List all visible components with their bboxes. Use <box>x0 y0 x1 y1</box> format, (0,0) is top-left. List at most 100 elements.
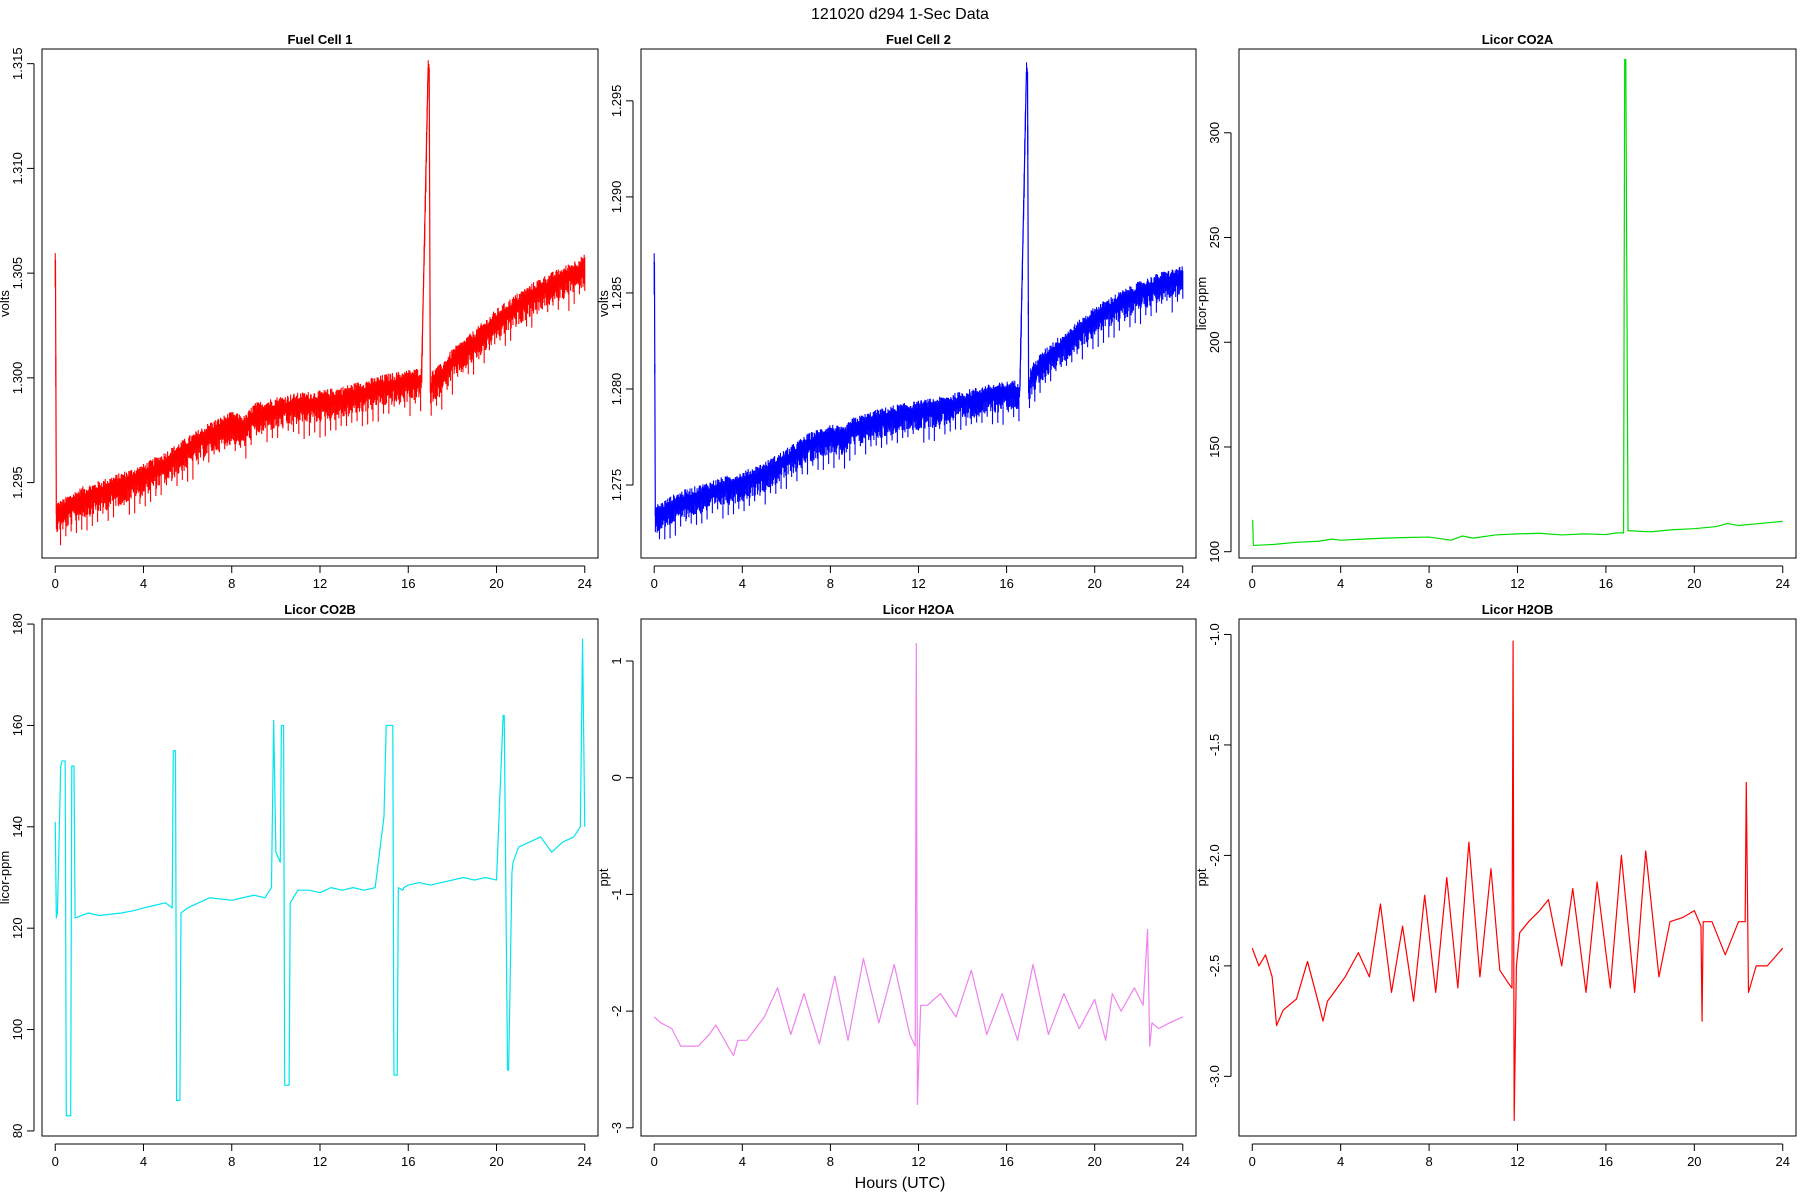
series-noise-band <box>653 62 1184 540</box>
x-tick-label: 12 <box>313 1154 327 1169</box>
chart-panel: Licor CO2A 0 4 8 12 16 20 24 100 150 200 250 300 lico… <box>1194 32 1797 591</box>
chart-panel: Fuel Cell 1 0 4 8 12 16 20 24 1.295 1.300 1.305 1.3… <box>0 32 599 591</box>
panel-title: Licor CO2B <box>284 602 356 617</box>
x-tick-label: 8 <box>1425 1154 1432 1169</box>
series-line <box>653 71 1183 517</box>
x-tick-label: 4 <box>140 1154 147 1169</box>
panel-title: Fuel Cell 1 <box>287 32 352 47</box>
y-tick-label: 200 <box>1207 331 1222 353</box>
x-tick-label: 0 <box>52 1154 59 1169</box>
chart-panel: Licor H2OB 0 4 8 12 16 20 24 -3.0 -2.5 -2.0 -1.5 -1.… <box>1194 602 1797 1169</box>
y-tick-label: 1.295 <box>609 85 624 118</box>
y-tick-label: 1.310 <box>10 152 25 185</box>
series-line <box>653 642 1184 1106</box>
series-noise-band <box>54 60 586 546</box>
panels: Fuel Cell 1 0 4 8 12 16 20 24 1.295 1.300 1.305 1.3… <box>0 32 1797 1169</box>
x-tick-label: 4 <box>1337 576 1344 591</box>
y-tick-label: -1.0 <box>1207 623 1222 645</box>
x-tick-label: 0 <box>651 1154 658 1169</box>
y-tick-label: -3 <box>609 1122 624 1134</box>
y-tick-label: 1.295 <box>10 466 25 499</box>
x-tick-label: 12 <box>911 576 925 591</box>
y-tick-label: 1.305 <box>10 257 25 290</box>
x-tick-label: 20 <box>1087 1154 1101 1169</box>
x-tick-label: 16 <box>999 1154 1013 1169</box>
x-tick-label: 8 <box>228 576 235 591</box>
y-tick-label: 0 <box>609 774 624 781</box>
x-tick-label: 20 <box>489 1154 503 1169</box>
x-tick-label: 12 <box>1510 576 1524 591</box>
x-tick-label: 20 <box>1087 576 1101 591</box>
x-tick-label: 16 <box>999 576 1013 591</box>
x-tick-label: 0 <box>651 576 658 591</box>
y-tick-label: 1.285 <box>609 277 624 310</box>
y-tick-label: -3.0 <box>1207 1065 1222 1087</box>
x-tick-label: 4 <box>739 576 746 591</box>
x-tick-label: 16 <box>401 1154 415 1169</box>
y-tick-label: -2.5 <box>1207 955 1222 977</box>
x-tick-label: 8 <box>827 1154 834 1169</box>
x-tick-label: 24 <box>578 1154 592 1169</box>
y-tick-label: 150 <box>1207 436 1222 458</box>
x-tick-label: 24 <box>1176 576 1190 591</box>
x-tick-label: 24 <box>578 576 592 591</box>
x-tick-label: 12 <box>313 576 327 591</box>
x-tick-label: 20 <box>1687 1154 1701 1169</box>
y-tick-label: 100 <box>10 1019 25 1041</box>
x-tick-label: 24 <box>1776 1154 1790 1169</box>
x-tick-label: 24 <box>1776 576 1790 591</box>
y-tick-label: 120 <box>10 917 25 939</box>
y-axis-label: licor-ppm <box>0 851 12 904</box>
y-tick-label: 80 <box>10 1124 25 1138</box>
x-tick-label: 8 <box>228 1154 235 1169</box>
x-tick-label: 0 <box>1249 1154 1256 1169</box>
x-tick-label: 12 <box>1510 1154 1524 1169</box>
y-tick-label: 1.275 <box>609 469 624 502</box>
page-title: 121020 d294 1-Sec Data <box>811 6 989 23</box>
y-tick-label: 100 <box>1207 541 1222 563</box>
chart-panel: Licor CO2B 0 4 8 12 16 20 24 80 100 120 140 160 180 li… <box>0 602 599 1169</box>
plot-frame <box>1238 48 1797 559</box>
x-tick-label: 16 <box>401 576 415 591</box>
y-axis-label: volts <box>0 290 12 317</box>
panel-title: Licor H2OA <box>883 602 955 617</box>
y-axis-label: ppt <box>596 868 611 886</box>
plot-frame <box>1238 618 1797 1137</box>
panel-title: Fuel Cell 2 <box>886 32 951 47</box>
series-line <box>54 638 586 1117</box>
series-line <box>1252 58 1783 547</box>
y-tick-label: 140 <box>10 816 25 838</box>
y-tick-label: -2.0 <box>1207 844 1222 866</box>
y-tick-label: 1 <box>609 657 624 664</box>
x-tick-label: 20 <box>1687 576 1701 591</box>
series-line <box>1251 640 1784 1122</box>
x-tick-label: 0 <box>52 576 59 591</box>
series-line <box>54 67 586 515</box>
x-tick-label: 16 <box>1599 576 1613 591</box>
x-tick-label: 16 <box>1599 1154 1613 1169</box>
x-tick-label: 8 <box>827 576 834 591</box>
y-axis-label: ppt <box>1194 868 1209 886</box>
x-tick-label: 0 <box>1249 576 1256 591</box>
panel-title: Licor CO2A <box>1482 32 1554 47</box>
x-tick-label: 12 <box>911 1154 925 1169</box>
plot-frame <box>640 618 1197 1137</box>
y-tick-label: 180 <box>10 613 25 635</box>
y-tick-label: 1.290 <box>609 181 624 214</box>
x-axis-label: Hours (UTC) <box>855 1175 946 1192</box>
x-tick-label: 4 <box>140 576 147 591</box>
x-tick-label: 4 <box>1337 1154 1344 1169</box>
y-tick-label: 1.300 <box>10 362 25 395</box>
chart-panel: Fuel Cell 2 0 4 8 12 16 20 24 1.275 1.280 1.285 1.2… <box>596 32 1197 591</box>
y-tick-label: 300 <box>1207 122 1222 144</box>
x-tick-label: 20 <box>489 576 503 591</box>
x-tick-label: 8 <box>1425 576 1432 591</box>
y-tick-label: -1.5 <box>1207 734 1222 756</box>
y-tick-label: -2 <box>609 1005 624 1017</box>
y-axis-label: volts <box>596 290 611 317</box>
plot-frame <box>41 48 599 559</box>
plot-frame <box>640 48 1197 559</box>
y-tick-label: 250 <box>1207 227 1222 249</box>
chart-panel: Licor H2OA 0 4 8 12 16 20 24 -3 -2 -1 0 1 ppt <box>596 602 1197 1169</box>
